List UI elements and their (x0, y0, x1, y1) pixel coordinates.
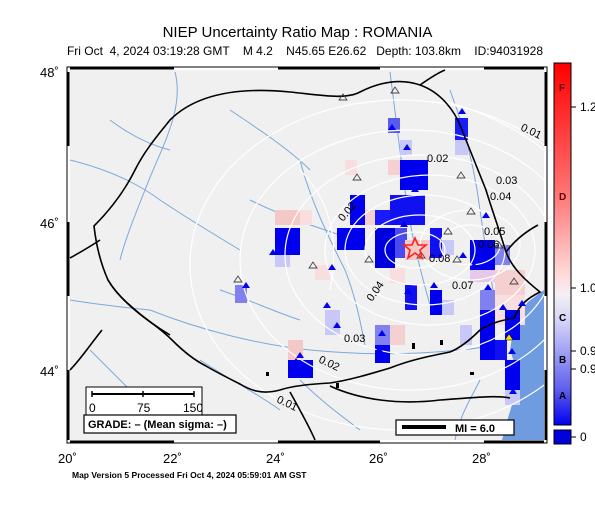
station-triangle (290, 364, 298, 370)
station-triangle (509, 388, 517, 394)
colorbar (553, 62, 572, 426)
mi-text: MI = 6.0 (455, 423, 495, 435)
station-triangle-open (509, 277, 519, 285)
station-triangle (482, 212, 490, 218)
station-triangle (499, 304, 507, 310)
station-triangle (292, 358, 300, 364)
station-triangle (504, 333, 514, 341)
station-triangle (411, 186, 419, 192)
epicenter-star (401, 235, 429, 260)
station-triangle (518, 300, 526, 306)
scale-tick-label: 150 (183, 401, 203, 415)
contour-label: 0.05 (484, 226, 505, 238)
grade-letter: A (559, 391, 567, 402)
station-triangle (328, 264, 336, 270)
grade-box: GRADE: – (Mean sigma: –) (83, 414, 237, 434)
station-triangle (480, 320, 488, 326)
colorbar-tick-label: 1.2 (580, 100, 595, 114)
mi-box: MI = 6.0 (395, 419, 515, 436)
contour-label: 0.04 (490, 191, 511, 203)
station-triangle (378, 330, 386, 336)
station-triangle (511, 376, 519, 382)
station-triangle (242, 282, 250, 288)
station-triangle (333, 322, 341, 328)
lon-label: 20˚ (58, 451, 77, 466)
station-triangle (375, 346, 383, 352)
station-triangle-open (352, 173, 362, 181)
lat-label: 48˚ (40, 65, 59, 80)
station-triangle (323, 302, 331, 308)
contour-label: 0.03 (344, 333, 365, 345)
stations (233, 86, 526, 394)
station-triangle-open (233, 275, 243, 283)
station-triangle (459, 252, 467, 258)
station-triangle (388, 124, 396, 130)
map-footer: Map Version 5 Processed Fri Oct 4, 2024 … (72, 470, 307, 480)
contour-label: 0.03 (496, 175, 517, 187)
colorbar-tick-label: 1.0 (580, 281, 595, 295)
station-triangle (296, 352, 304, 358)
station-triangle (458, 108, 466, 114)
station-triangle (430, 282, 438, 288)
lon-label: 22˚ (163, 451, 182, 466)
station-triangle (269, 249, 277, 255)
lon-label: 24˚ (266, 451, 285, 466)
grade-letter: D (559, 192, 567, 203)
station-triangle (508, 348, 516, 354)
scale-tick-label: 0 (89, 401, 96, 415)
frame-ticks (66, 66, 548, 444)
event-subtitle: Fri Oct 4, 2024 03:19:28 GMT M 4.2 N45.6… (66, 44, 544, 58)
black-sea (502, 290, 544, 440)
station-triangle (400, 221, 408, 227)
station-triangle (403, 144, 411, 150)
scale-bar: 0 75 150 (85, 386, 203, 417)
grade-letter: F (559, 83, 566, 94)
lat-label: 44˚ (40, 364, 59, 379)
station-triangle-open (364, 255, 374, 263)
station-triangle (484, 284, 492, 290)
contour-label: 0.08 (429, 253, 450, 265)
map-title: NIEP Uncertainty Ratio Map : ROMANIA (162, 24, 433, 41)
station-triangle (470, 262, 478, 268)
lon-label: 28˚ (472, 451, 491, 466)
station-triangle-open (390, 86, 400, 94)
colorbar-tick-label: 0.9 (580, 362, 595, 376)
colorbar-tick-label: 0 (580, 430, 587, 444)
station-triangle (506, 318, 514, 324)
station-triangle-open (338, 93, 348, 101)
lakes (266, 340, 474, 388)
scale-tick-label: 75 (137, 401, 151, 415)
colorbar-ticks (571, 106, 576, 438)
grade-letter: B (559, 355, 567, 366)
contour-labels: 0.01 0.02 0.03 0.04 0.05 0.06 0.07 0.08 … (275, 122, 543, 414)
station-triangle-open (452, 255, 462, 263)
station-triangle-open (308, 261, 318, 269)
station-triangle (353, 210, 361, 216)
contour-label: 0.07 (452, 280, 473, 292)
station-triangle-open (494, 241, 504, 249)
grade-letter: C (559, 313, 567, 324)
colorbar-zero-swatch (553, 429, 572, 445)
country-borders (69, 69, 542, 441)
lon-label: 26˚ (369, 451, 388, 466)
station-triangle-open (443, 227, 453, 235)
lat-label: 46˚ (40, 216, 59, 231)
station-triangle-open (456, 171, 466, 179)
station-triangle-open (466, 207, 476, 215)
contour-label: 0.06 (478, 239, 499, 251)
station-triangle (404, 288, 412, 294)
grade-text: GRADE: – (Mean sigma: –) (88, 419, 227, 431)
contour-label: 0.02 (427, 153, 448, 165)
colorbar-tick-label: 0.9 (580, 344, 595, 358)
